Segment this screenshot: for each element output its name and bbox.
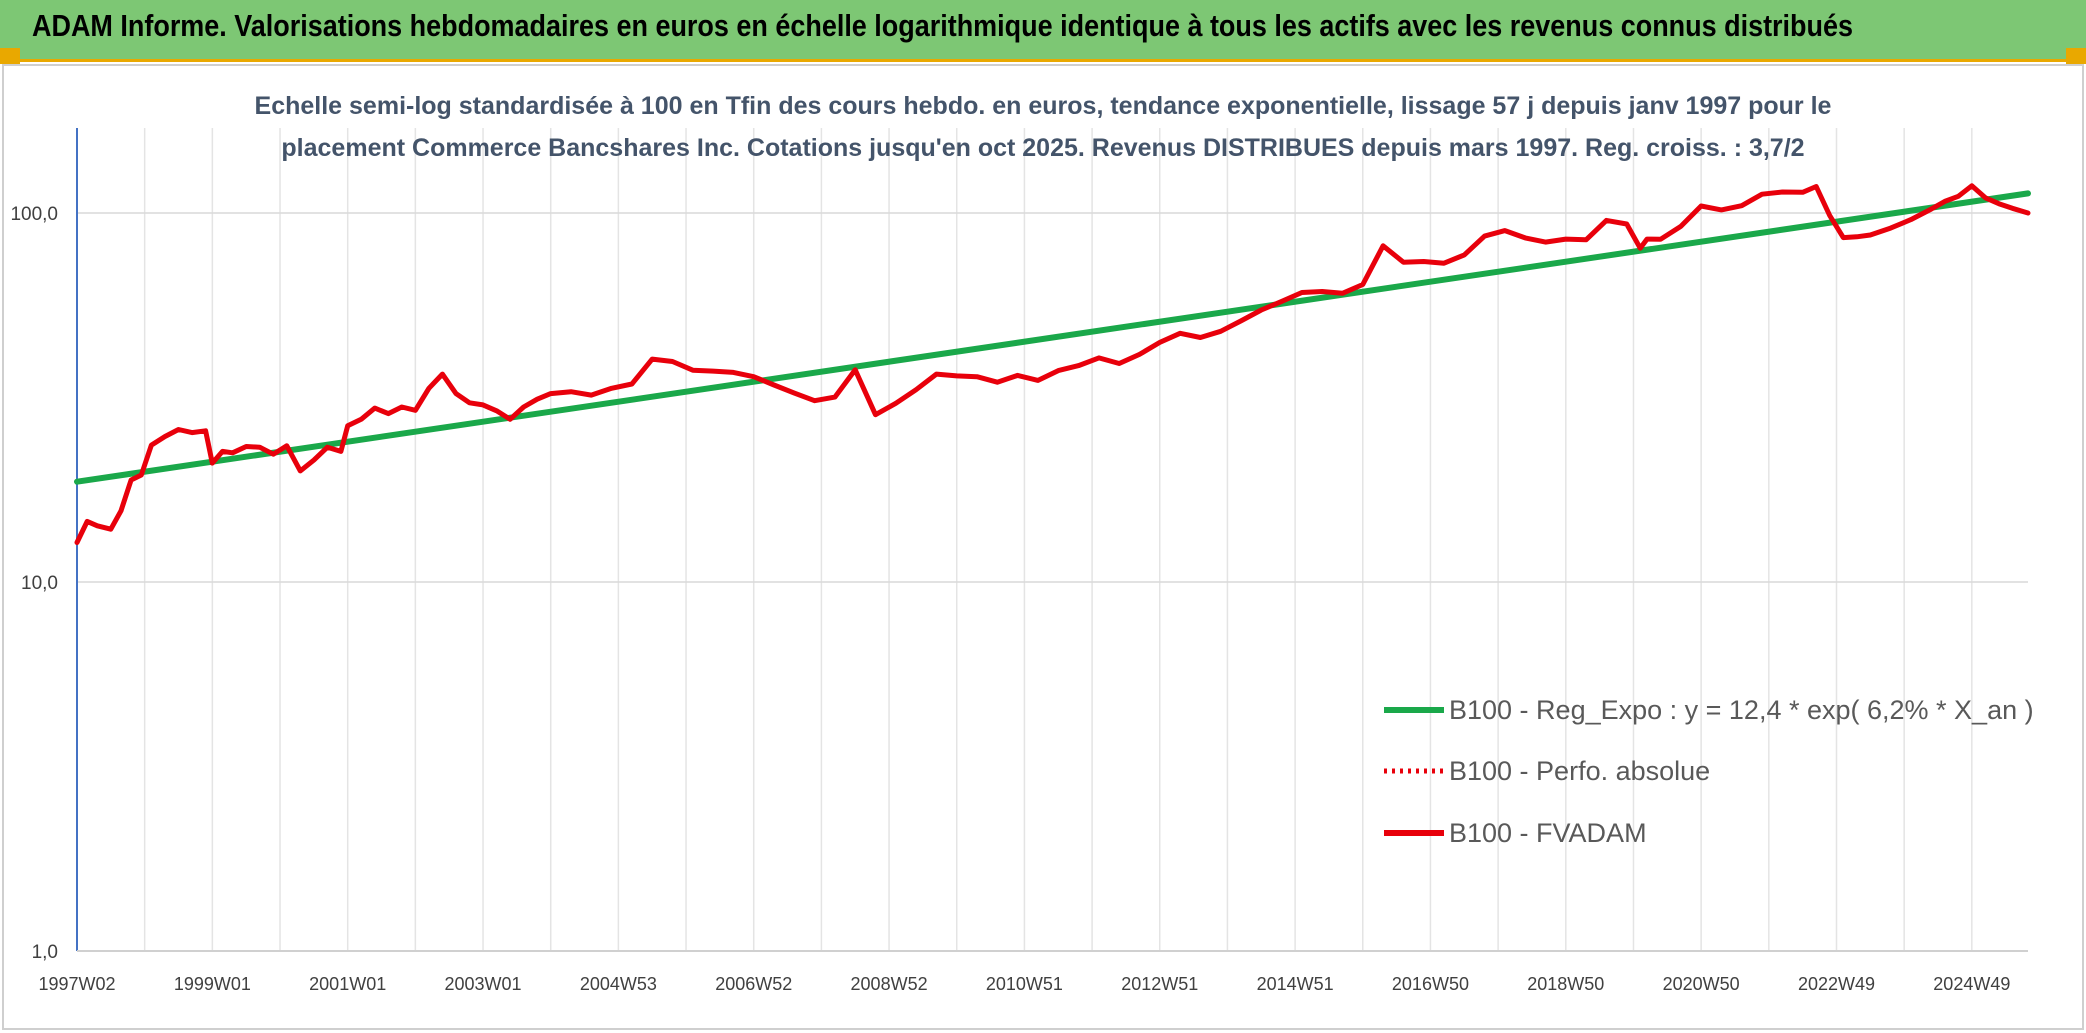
corner-marker-right (2066, 48, 2086, 64)
chart-title-line-1: Echelle semi-log standardisée à 100 en T… (255, 92, 1832, 120)
x-tick-label: 1997W02 (38, 974, 115, 994)
x-tick-label: 2018W50 (1527, 974, 1604, 994)
x-tick-label: 2012W51 (1121, 974, 1198, 994)
legend: B100 - Reg_Expo : y = 12,4 * exp( 6,2% *… (1384, 695, 2034, 848)
x-tick-label: 2014W51 (1257, 974, 1334, 994)
legend-label-trend: B100 - Reg_Expo : y = 12,4 * exp( 6,2% *… (1449, 695, 2034, 725)
y-tick-label: 100,0 (10, 204, 58, 225)
vertical-gridlines (143, 128, 1973, 951)
x-tick-label: 2016W50 (1392, 974, 1469, 994)
x-tick-label: 2024W49 (1933, 974, 2010, 994)
x-tick-label: 1999W01 (174, 974, 251, 994)
horizontal-gridlines (77, 212, 2028, 583)
x-tick-label: 2008W52 (851, 974, 928, 994)
legend-label-perfo: B100 - Perfo. absolue (1449, 756, 1710, 786)
x-tick-labels: 1997W02 1999W01 2001W01 2003W01 2004W53 2006W… (38, 974, 2010, 994)
y-tick-label: 10,0 (21, 573, 58, 594)
legend-label-fvadam: B100 - FVADAM (1449, 818, 1647, 848)
fvadam-line (74, 183, 2031, 545)
x-tick-label: 2004W53 (580, 974, 657, 994)
x-tick-label: 2003W01 (445, 974, 522, 994)
chart-title-line-2: placement Commerce Bancshares Inc. Cotat… (281, 134, 1804, 162)
report-title: ADAM Informe. Valorisations hebdomadaire… (32, 8, 1853, 43)
x-tick-label: 2001W01 (309, 974, 386, 994)
trend-line (74, 190, 2031, 485)
x-tick-label: 2020W50 (1663, 974, 1740, 994)
chart-frame (2, 64, 2084, 1030)
y-tick-label: 1,0 (32, 942, 58, 963)
report-banner: ADAM Informe. Valorisations hebdomadaire… (0, 0, 2086, 62)
y-tick-labels: 1,0 10,0 100,0 (10, 204, 58, 963)
x-tick-label: 2022W49 (1798, 974, 1875, 994)
x-tick-label: 2010W51 (986, 974, 1063, 994)
series-layer (74, 183, 2031, 545)
x-tick-label: 2006W52 (715, 974, 792, 994)
corner-marker-left (0, 48, 20, 64)
